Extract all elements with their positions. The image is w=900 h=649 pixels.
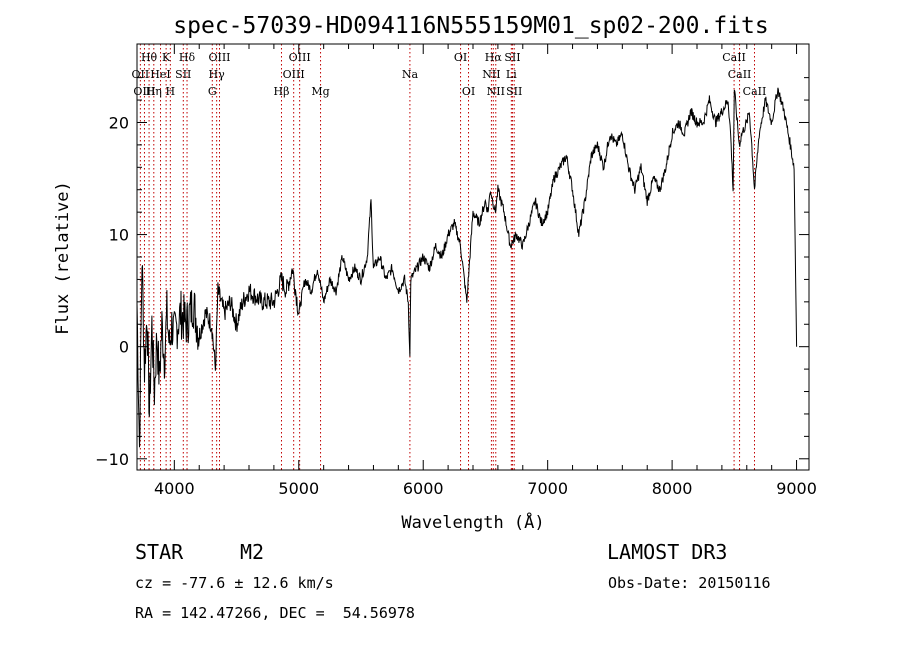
line-label: K: [162, 51, 171, 64]
line-label: CaII: [728, 68, 752, 81]
object-subclass: M2: [240, 540, 265, 564]
redshift-cz: cz = -77.6 ± 12.6 km/s: [135, 574, 334, 592]
line-label: SII: [175, 68, 191, 81]
y-axis-ticks: −10 0 10 20: [95, 77, 809, 469]
y-axis-label: Flux (relative): [53, 181, 73, 335]
x-tick-label: 4000: [154, 479, 195, 498]
line-label: CaII: [722, 51, 746, 64]
emission-line-markers: [139, 44, 755, 470]
line-label: OIII: [208, 51, 230, 64]
x-axis-ticks: 4000 5000 6000 7000 8000 9000: [154, 44, 817, 498]
line-label: HeI: [150, 68, 170, 81]
line-label: OIII: [133, 85, 155, 98]
observation-date: Obs-Date: 20150116: [608, 574, 771, 592]
x-tick-label: 5000: [278, 479, 319, 498]
coordinates: RA = 142.47266, DEC = 54.56978: [135, 604, 415, 622]
y-tick-label: −10: [95, 450, 129, 469]
line-label: OI: [454, 51, 467, 64]
spectrum-trace: [136, 87, 798, 448]
line-label: Li: [506, 68, 517, 81]
line-label: OIII: [289, 51, 311, 64]
y-tick-label: 20: [109, 113, 129, 132]
line-label: OIII: [283, 68, 305, 81]
line-label: Hδ: [179, 51, 196, 64]
y-tick-label: 10: [109, 226, 129, 245]
line-label: OI: [462, 85, 475, 98]
y-tick-label: 0: [119, 338, 129, 357]
plot-frame: [136, 43, 810, 471]
x-tick-label: 8000: [652, 479, 693, 498]
x-tick-label: 6000: [403, 479, 444, 498]
line-label: G: [208, 85, 217, 98]
line-label: Na: [402, 68, 419, 81]
chart-title: spec-57039-HD094116N555159M01_sp02-200.f…: [173, 13, 768, 39]
line-label: Hα: [485, 51, 503, 64]
line-label: CaII: [743, 85, 767, 98]
line-label: NII: [482, 68, 500, 81]
line-label: Hθ: [141, 51, 158, 64]
x-tick-label: 7000: [527, 479, 568, 498]
line-label: NII: [487, 85, 505, 98]
spectrum-chart: spec-57039-HD094116N555159M01_sp02-200.f…: [53, 13, 817, 533]
line-label: Hβ: [274, 85, 290, 98]
line-label: H: [166, 85, 176, 98]
line-label: Hγ: [209, 68, 226, 81]
object-class: STAR: [135, 540, 184, 564]
x-axis-label: Wavelength (Å): [401, 511, 544, 533]
line-label: OII: [132, 68, 150, 81]
survey-name: LAMOST DR3: [607, 540, 728, 564]
line-label: SII: [504, 51, 520, 64]
line-label: Mg: [311, 85, 329, 98]
line-label: SII: [506, 85, 522, 98]
x-tick-label: 9000: [776, 479, 817, 498]
line-label: Hη: [146, 85, 162, 98]
